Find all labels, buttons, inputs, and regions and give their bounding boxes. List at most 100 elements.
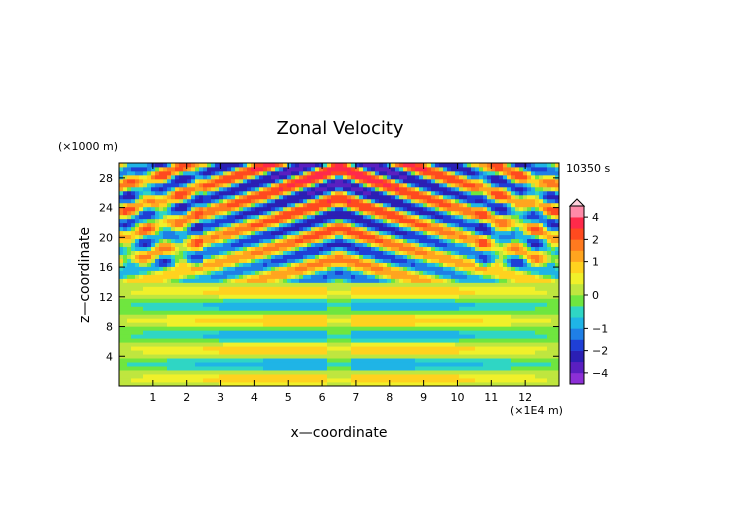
field-cell bbox=[219, 198, 224, 204]
field-cell bbox=[195, 174, 200, 180]
field-cell bbox=[303, 298, 308, 303]
field-cell bbox=[375, 278, 380, 283]
field-cell bbox=[455, 182, 460, 188]
field-cell bbox=[315, 170, 320, 176]
field-cell bbox=[375, 294, 380, 299]
field-cell bbox=[123, 174, 128, 180]
field-cell bbox=[459, 298, 464, 303]
field-cell bbox=[243, 226, 248, 232]
field-cell bbox=[403, 258, 408, 263]
field-cell bbox=[127, 378, 132, 383]
field-cell bbox=[247, 354, 252, 359]
field-cell bbox=[231, 194, 236, 200]
field-cell bbox=[367, 330, 372, 335]
field-cell bbox=[219, 342, 224, 347]
field-cell bbox=[183, 242, 188, 248]
field-cell bbox=[263, 342, 268, 347]
field-cell bbox=[263, 190, 268, 196]
field-cell bbox=[175, 210, 180, 216]
field-cell bbox=[127, 314, 132, 319]
field-cell bbox=[159, 270, 164, 275]
field-cell bbox=[451, 210, 456, 216]
field-cell bbox=[155, 230, 160, 236]
field-cell bbox=[139, 198, 144, 204]
field-cell bbox=[427, 342, 432, 347]
field-cell bbox=[135, 202, 140, 208]
field-cell bbox=[283, 330, 288, 335]
field-cell bbox=[435, 222, 440, 228]
field-cell bbox=[283, 354, 288, 359]
field-cell bbox=[147, 214, 152, 220]
field-cell bbox=[275, 210, 280, 216]
field-cell bbox=[167, 170, 172, 176]
field-cell bbox=[419, 166, 424, 172]
field-cell bbox=[171, 326, 176, 331]
field-cell bbox=[235, 286, 240, 291]
field-cell bbox=[183, 382, 188, 387]
field-cell bbox=[391, 358, 396, 363]
field-cell bbox=[259, 258, 264, 263]
field-cell bbox=[187, 338, 192, 343]
field-cell bbox=[383, 382, 388, 387]
field-cell bbox=[171, 302, 176, 307]
field-cell bbox=[251, 163, 256, 168]
field-cell bbox=[435, 350, 440, 355]
field-cell bbox=[203, 270, 208, 275]
field-cell bbox=[307, 378, 312, 383]
field-cell bbox=[215, 362, 220, 367]
field-cell bbox=[327, 342, 332, 347]
field-cell bbox=[271, 163, 276, 168]
field-cell bbox=[371, 194, 376, 200]
field-cell bbox=[199, 198, 204, 204]
field-cell bbox=[235, 334, 240, 339]
field-cell bbox=[123, 314, 128, 319]
field-cell bbox=[407, 178, 412, 184]
field-cell bbox=[223, 370, 228, 375]
field-cell bbox=[175, 202, 180, 208]
field-cell bbox=[215, 194, 220, 200]
field-cell bbox=[203, 282, 208, 287]
field-cell bbox=[135, 242, 140, 248]
field-cell bbox=[263, 358, 268, 363]
field-cell bbox=[359, 170, 364, 176]
field-cell bbox=[363, 382, 368, 387]
field-cell bbox=[191, 374, 196, 379]
field-cell bbox=[355, 170, 360, 176]
field-cell bbox=[411, 294, 416, 299]
field-cell bbox=[223, 274, 228, 279]
field-cell bbox=[247, 306, 252, 311]
field-cell bbox=[231, 182, 236, 188]
field-cell bbox=[203, 314, 208, 319]
field-cell bbox=[259, 310, 264, 315]
field-cell bbox=[179, 166, 184, 172]
field-cell bbox=[195, 290, 200, 295]
field-cell bbox=[199, 378, 204, 383]
field-cell bbox=[411, 186, 416, 192]
field-cell bbox=[287, 226, 292, 232]
field-cell bbox=[403, 354, 408, 359]
field-cell bbox=[427, 234, 432, 240]
field-cell bbox=[183, 274, 188, 279]
field-cell bbox=[259, 378, 264, 383]
field-cell bbox=[239, 334, 244, 339]
field-cell bbox=[287, 330, 292, 335]
field-cell bbox=[399, 330, 404, 335]
field-cell bbox=[223, 358, 228, 363]
field-cell bbox=[191, 346, 196, 351]
field-cell bbox=[371, 378, 376, 383]
field-cell bbox=[159, 194, 164, 200]
field-cell bbox=[463, 170, 468, 176]
field-cell bbox=[151, 218, 156, 224]
field-cell bbox=[363, 210, 368, 216]
field-cell bbox=[143, 302, 148, 307]
field-cell bbox=[155, 334, 160, 339]
field-cell bbox=[407, 270, 412, 275]
field-cell bbox=[183, 306, 188, 311]
field-cell bbox=[239, 246, 244, 252]
field-cell bbox=[447, 170, 452, 176]
field-cell bbox=[235, 262, 240, 267]
field-cell bbox=[295, 214, 300, 220]
field-cell bbox=[131, 322, 136, 327]
field-cell bbox=[323, 274, 328, 279]
field-cell bbox=[471, 178, 476, 184]
